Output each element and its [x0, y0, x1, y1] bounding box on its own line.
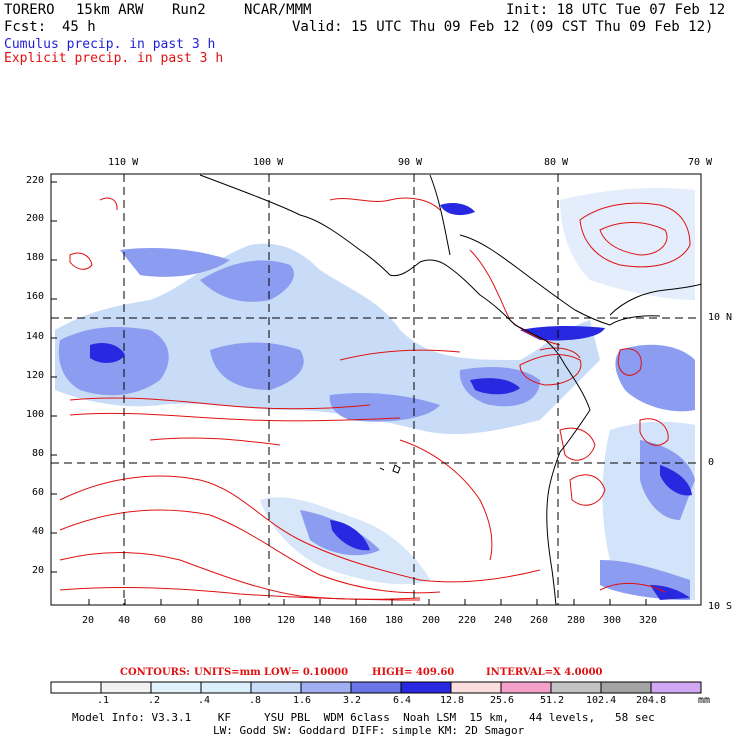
y-tick: 160 [26, 291, 45, 302]
map-frame [50, 173, 702, 606]
x-tick: 20 [82, 615, 95, 626]
forecast-label: Fcst: [4, 19, 47, 35]
precip-dark-shading [90, 202, 692, 600]
colorbar-swatch [200, 681, 252, 694]
y-tick: 100 [26, 409, 45, 420]
x-tick: 220 [458, 615, 477, 626]
forecast-hours: 45 h [62, 19, 96, 35]
colorbar [50, 681, 702, 694]
lon-label-110w: 110 W [108, 157, 139, 168]
colorbar-label: .1 [97, 695, 110, 706]
lat-label-10n: 10 N [708, 312, 733, 323]
x-tick: 240 [494, 615, 513, 626]
y-axis-ticks [51, 181, 57, 573]
x-tick: 60 [154, 615, 167, 626]
contours-label: CONTOURS: [120, 667, 190, 678]
run-label: Run2 [172, 2, 206, 18]
lat-label-0: 0 [708, 457, 715, 468]
x-tick: 320 [639, 615, 658, 626]
lon-label-90w: 90 W [398, 157, 423, 168]
x-tick: 140 [313, 615, 332, 626]
map-content [55, 174, 701, 605]
lon-label-80w: 80 W [544, 157, 569, 168]
y-tick: 80 [32, 448, 45, 459]
explicit-field-title: Explicit precip. in past 3 h [4, 51, 224, 66]
y-tick: 60 [32, 487, 45, 498]
colorbar-swatch [450, 681, 502, 694]
model-info: Model Info: V3.3.1 KF YSU PBL WDM 6class… [72, 711, 655, 724]
lat-label-10s: 10 S [708, 601, 733, 612]
contours-units: UNITS=mm [194, 667, 261, 678]
lat-lon-grid [51, 174, 701, 605]
colorbar-label: .8 [249, 695, 262, 706]
physics-info: LW: Godd SW: Goddard DIFF: simple KM: 2D… [213, 724, 525, 737]
colorbar-swatch [650, 681, 702, 694]
contours-interval: INTERVAL=X 4.0000 [486, 667, 603, 678]
colorbar-label: 3.2 [343, 695, 362, 706]
grid-resolution: 15km ARW [76, 2, 144, 18]
colorbar-swatch [500, 681, 552, 694]
colorbar-label: 6.4 [393, 695, 412, 706]
colorbar-label: .4 [198, 695, 211, 706]
colorbar-unit: mm [698, 695, 711, 706]
lon-label-70w: 70 W [688, 157, 713, 168]
y-tick: 120 [26, 370, 45, 381]
x-tick: 280 [567, 615, 586, 626]
x-tick: 100 [233, 615, 252, 626]
x-tick: 40 [118, 615, 131, 626]
colorbar-label: .2 [148, 695, 161, 706]
contours-high: HIGH= 409.60 [372, 667, 455, 678]
colorbar-swatch [400, 681, 452, 694]
precip-mid-shading [58, 248, 695, 600]
colorbar-label: 204.8 [636, 695, 667, 706]
colorbar-swatch [350, 681, 402, 694]
y-tick: 180 [26, 252, 45, 263]
x-tick: 80 [191, 615, 204, 626]
lon-label-100w: 100 W [253, 157, 284, 168]
cumulus-field-title: Cumulus precip. in past 3 h [4, 37, 216, 52]
x-tick: 200 [422, 615, 441, 626]
model-name: TORERO [4, 2, 55, 18]
colorbar-swatch [50, 681, 102, 694]
x-tick: 120 [277, 615, 296, 626]
contours-low: LOW= 0.10000 [264, 667, 349, 678]
x-tick: 180 [385, 615, 404, 626]
colorbar-swatch [550, 681, 602, 694]
colorbar-swatch [100, 681, 152, 694]
colorbar-label: 51.2 [540, 695, 565, 706]
colorbar-swatch [150, 681, 202, 694]
y-tick: 20 [32, 565, 45, 576]
coastlines [199, 174, 701, 605]
colorbar-label: 12.8 [440, 695, 465, 706]
y-tick: 40 [32, 526, 45, 537]
colorbar-swatch [250, 681, 302, 694]
valid-time: Valid: 15 UTC Thu 09 Feb 12 (09 CST Thu … [292, 19, 714, 35]
colorbar-label: 102.4 [586, 695, 617, 706]
x-tick: 300 [603, 615, 622, 626]
y-tick: 200 [26, 213, 45, 224]
x-tick: 160 [349, 615, 368, 626]
y-tick: 140 [26, 331, 45, 342]
organization: NCAR/MMM [244, 2, 312, 18]
colorbar-swatch [600, 681, 652, 694]
init-time: Init: 18 UTC Tue 07 Feb 12 [506, 2, 726, 18]
y-tick: 220 [26, 175, 45, 186]
x-tick: 260 [530, 615, 549, 626]
colorbar-label: 25.6 [490, 695, 515, 706]
colorbar-label: 1.6 [293, 695, 312, 706]
colorbar-swatch [300, 681, 352, 694]
x-axis-ticks [88, 599, 647, 605]
